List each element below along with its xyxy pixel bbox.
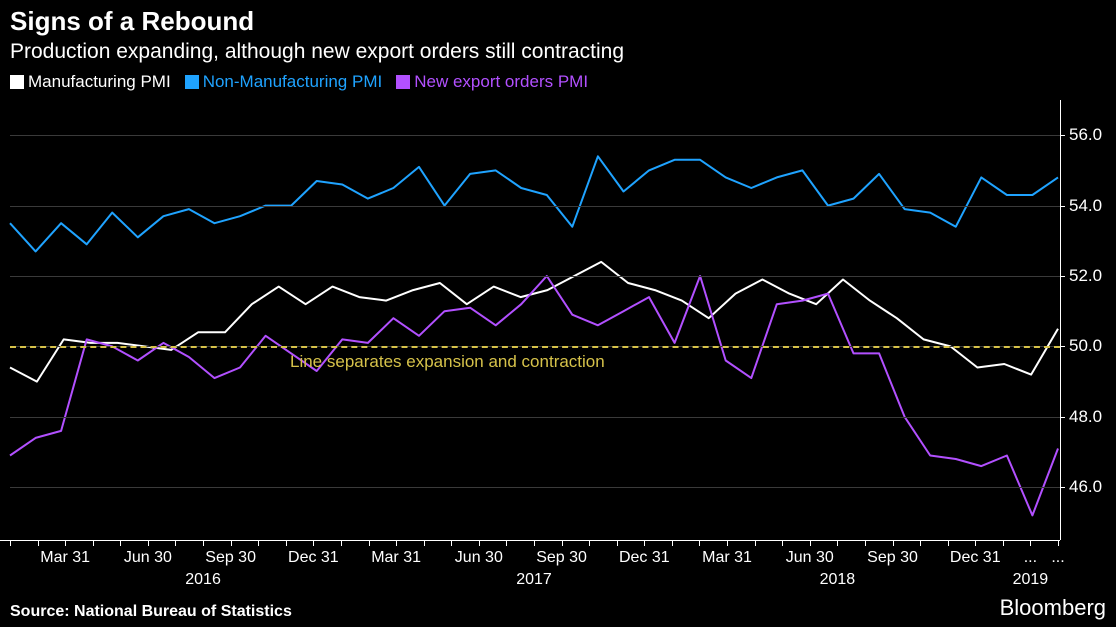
- x-tick-label: Mar 31: [702, 549, 752, 567]
- x-tick: [1058, 541, 1059, 546]
- x-tick: [286, 541, 287, 546]
- grid-line: [10, 135, 1060, 136]
- x-tick: [782, 541, 783, 546]
- y-tick-mark: [1060, 417, 1065, 418]
- x-tick: [837, 541, 838, 546]
- legend-item: New export orders PMI: [396, 72, 588, 92]
- chart-title: Signs of a Rebound: [10, 6, 254, 37]
- y-axis: 46.0 48.0 50.0 52.0 54.0 56.0: [1060, 100, 1116, 540]
- x-tick-label: Dec 31: [619, 549, 670, 567]
- x-year-label: 2018: [820, 571, 856, 589]
- grid-line: [10, 276, 1060, 277]
- x-tick: [562, 541, 563, 546]
- x-tick-label: Dec 31: [288, 549, 339, 567]
- x-tick: [948, 541, 949, 546]
- x-tick: [1003, 541, 1004, 546]
- grid-line: [10, 487, 1060, 488]
- x-tick: [369, 541, 370, 546]
- x-tick: [424, 541, 425, 546]
- reference-label: Line separates expansion and contraction: [290, 352, 605, 372]
- x-year-label: 2016: [185, 571, 221, 589]
- x-tick-label: Mar 31: [40, 549, 90, 567]
- legend-label: New export orders PMI: [414, 72, 588, 91]
- x-tick: [506, 541, 507, 546]
- x-tick: [975, 541, 976, 546]
- y-tick-mark: [1060, 487, 1065, 488]
- x-tick: [396, 541, 397, 546]
- x-tick-label: Jun 30: [455, 549, 503, 567]
- x-tick: [617, 541, 618, 546]
- x-tick: [727, 541, 728, 546]
- reference-line: [10, 346, 1060, 348]
- x-tick-label: Dec 31: [950, 549, 1001, 567]
- y-tick-label: 56.0: [1069, 125, 1102, 145]
- x-tick: [644, 541, 645, 546]
- y-tick-label: 46.0: [1069, 477, 1102, 497]
- legend-swatch: [185, 75, 199, 89]
- x-tick-label: ...: [1051, 549, 1064, 567]
- x-tick: [93, 541, 94, 546]
- x-tick-label: Sep 30: [536, 549, 587, 567]
- x-tick: [38, 541, 39, 546]
- x-tick: [893, 541, 894, 546]
- x-axis: Mar 31 Jun 30 Sep 30 Dec 31 Mar 31 Jun 30 Sep …: [0, 540, 1060, 601]
- plot-area: Line separates expansion and contraction: [0, 100, 1060, 540]
- grid-line: [10, 417, 1060, 418]
- x-tick: [755, 541, 756, 546]
- legend: Manufacturing PMI Non-Manufacturing PMI Ne…: [10, 72, 602, 92]
- x-year-label: 2017: [516, 571, 552, 589]
- series-line: [10, 156, 1058, 251]
- x-tick: [451, 541, 452, 546]
- x-tick: [479, 541, 480, 546]
- y-tick-label: 54.0: [1069, 196, 1102, 216]
- x-tick: [175, 541, 176, 546]
- y-tick-mark: [1060, 276, 1065, 277]
- legend-label: Non-Manufacturing PMI: [203, 72, 383, 91]
- x-tick-label: Jun 30: [124, 549, 172, 567]
- x-tick: [313, 541, 314, 546]
- x-tick: [865, 541, 866, 546]
- y-tick-label: 50.0: [1069, 336, 1102, 356]
- x-tick: [810, 541, 811, 546]
- legend-item: Non-Manufacturing PMI: [185, 72, 383, 92]
- x-tick: [203, 541, 204, 546]
- legend-swatch: [396, 75, 410, 89]
- grid-line: [10, 206, 1060, 207]
- x-tick: [920, 541, 921, 546]
- x-tick: [1030, 541, 1031, 546]
- x-tick: [672, 541, 673, 546]
- x-tick-label: Jun 30: [786, 549, 834, 567]
- x-tick: [341, 541, 342, 546]
- y-tick-mark: [1060, 346, 1065, 347]
- y-tick-label: 52.0: [1069, 266, 1102, 286]
- source-text: Source: National Bureau of Statistics: [10, 603, 292, 621]
- x-tick: [589, 541, 590, 546]
- y-tick-mark: [1060, 206, 1065, 207]
- series-line: [10, 276, 1058, 515]
- x-tick-label: ...: [1024, 549, 1037, 567]
- x-tick: [534, 541, 535, 546]
- y-tick-mark: [1060, 135, 1065, 136]
- x-tick: [120, 541, 121, 546]
- x-tick-label: Mar 31: [371, 549, 421, 567]
- legend-item: Manufacturing PMI: [10, 72, 171, 92]
- x-tick-label: Sep 30: [205, 549, 256, 567]
- x-tick: [10, 541, 11, 546]
- x-tick-label: Sep 30: [867, 549, 918, 567]
- x-tick: [699, 541, 700, 546]
- x-tick: [258, 541, 259, 546]
- brand-logo: Bloomberg: [1000, 595, 1106, 621]
- y-tick-label: 48.0: [1069, 407, 1102, 427]
- x-tick: [65, 541, 66, 546]
- series-svg: [0, 100, 1060, 540]
- legend-label: Manufacturing PMI: [28, 72, 171, 91]
- x-tick: [148, 541, 149, 546]
- x-tick: [231, 541, 232, 546]
- chart-subtitle: Production expanding, although new expor…: [10, 40, 624, 64]
- x-year-label: 2019: [1013, 571, 1049, 589]
- legend-swatch: [10, 75, 24, 89]
- chart-container: Signs of a Rebound Production expanding,…: [0, 0, 1116, 627]
